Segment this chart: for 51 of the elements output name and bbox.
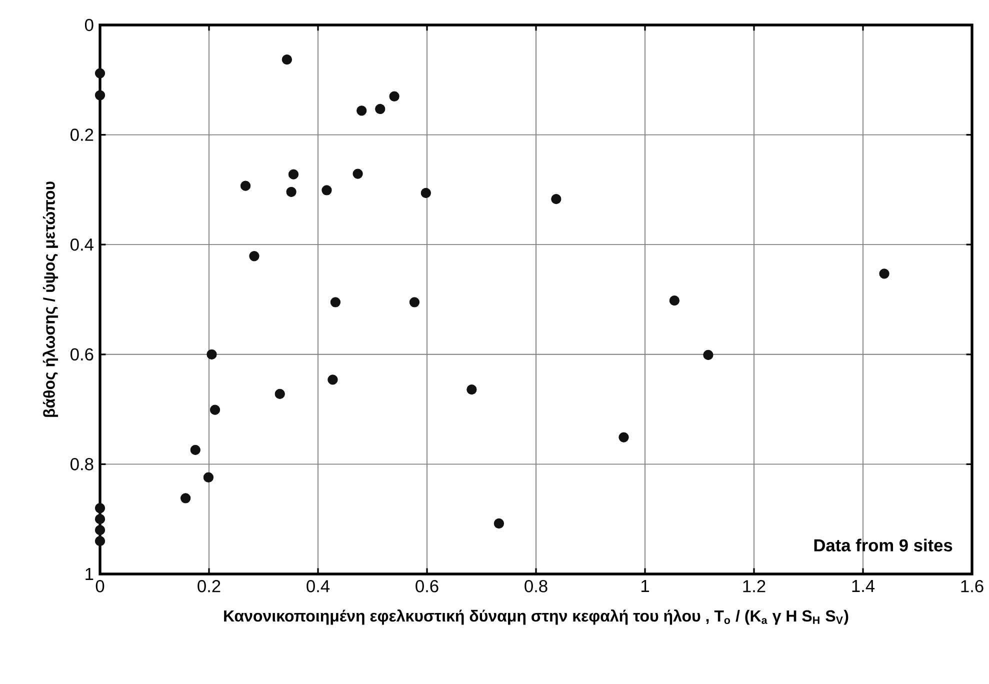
point bbox=[249, 251, 260, 262]
x-tick-label: 0 bbox=[96, 580, 104, 592]
point bbox=[375, 104, 386, 114]
point bbox=[282, 54, 292, 65]
x-tick-label: 0.4 bbox=[306, 580, 330, 592]
point bbox=[551, 194, 562, 204]
point bbox=[409, 297, 420, 308]
point bbox=[288, 169, 299, 180]
point bbox=[94, 514, 106, 524]
y-tick-label: 0.6 bbox=[70, 348, 94, 361]
point bbox=[356, 106, 367, 116]
x-tick-label: 0.6 bbox=[416, 580, 438, 592]
point bbox=[203, 472, 214, 482]
point bbox=[494, 518, 504, 529]
point bbox=[94, 503, 106, 514]
point bbox=[618, 432, 629, 442]
x-tick-label: 1 bbox=[642, 580, 649, 592]
point bbox=[328, 374, 338, 385]
point bbox=[286, 186, 296, 197]
point bbox=[322, 185, 332, 196]
point bbox=[703, 350, 714, 360]
point bbox=[94, 536, 106, 546]
x-tick-label: 1.4 bbox=[852, 580, 875, 592]
point bbox=[190, 444, 200, 455]
y-tick-label: 1 bbox=[86, 568, 94, 580]
annotation: Data from 9 sites bbox=[814, 538, 952, 552]
point bbox=[466, 384, 477, 395]
y-tick-label: 0.4 bbox=[70, 238, 94, 251]
point bbox=[330, 297, 341, 308]
point bbox=[420, 188, 431, 198]
point bbox=[389, 91, 400, 102]
point bbox=[879, 268, 890, 279]
point bbox=[206, 349, 217, 360]
point bbox=[94, 525, 106, 536]
x-tick-label: 1.2 bbox=[743, 580, 766, 592]
point bbox=[94, 68, 106, 78]
point bbox=[669, 296, 680, 306]
x-tick-label: 1.6 bbox=[961, 580, 984, 592]
point bbox=[180, 493, 191, 504]
point bbox=[210, 404, 220, 415]
point bbox=[352, 168, 363, 179]
y-tick-label: 0.2 bbox=[70, 128, 94, 141]
point bbox=[94, 90, 106, 100]
point bbox=[240, 180, 251, 191]
point bbox=[274, 388, 285, 399]
text: Κανονικοποιημένη εφελκυστική δύναμη στην κεφαλή του ήλου , T$_{o}$ / (K$_{a}$ γ H S$_{H}$ S$_{V}$) bbox=[224, 609, 848, 625]
y-axis-title: βάθος ήλωσης / ύψος μετώπου bbox=[42, 182, 58, 417]
x-tick-label: 0.2 bbox=[198, 580, 220, 592]
y-tick-label: 0 bbox=[84, 18, 94, 32]
x-tick-label: 0.8 bbox=[524, 580, 548, 592]
y-tick-label: 0.8 bbox=[70, 458, 94, 470]
